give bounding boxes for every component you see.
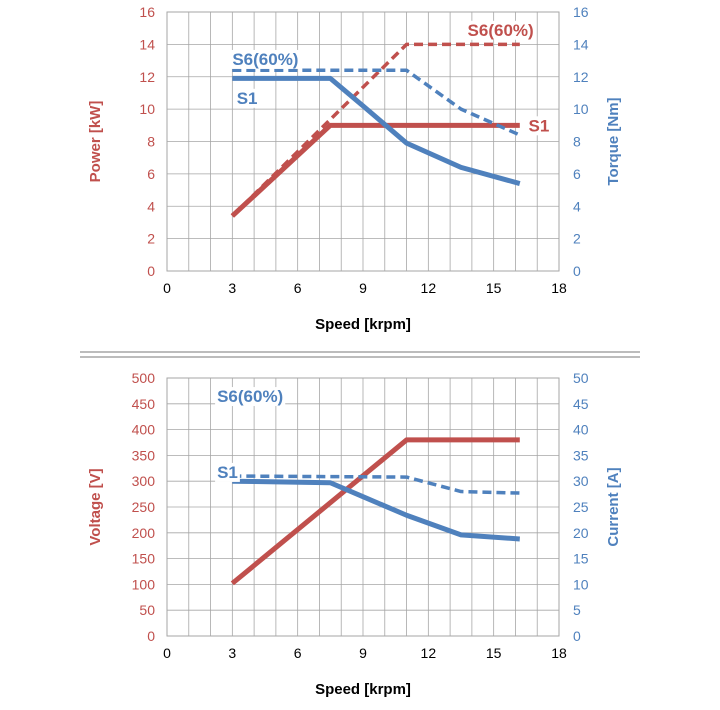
y-tick-label: 400 [132, 422, 156, 438]
y-axis-ticks: 0 50 100 150 200 250 300 350 400 450 500 [132, 370, 156, 644]
x-tick-label: 12 [421, 645, 437, 661]
series-label-background [215, 387, 286, 407]
grid-lines [167, 11, 559, 272]
y2-tick-label: 20 [573, 525, 589, 541]
x-tick-label: 3 [228, 645, 236, 661]
y-axis-title: Voltage [V] [87, 468, 104, 545]
x-tick-label: 0 [163, 280, 171, 296]
y2-tick-label: 25 [573, 499, 589, 515]
y-tick-label: 16 [139, 4, 155, 20]
series-labels: S6(60%) S1 [215, 387, 286, 482]
y-axis-ticks: 0 2 4 6 8 10 12 14 16 [139, 4, 155, 279]
x-tick-label: 0 [163, 645, 171, 661]
y-tick-label: 100 [132, 576, 156, 592]
series-label-background [230, 49, 301, 69]
y-tick-label: 50 [139, 602, 155, 618]
y2-tick-label: 35 [573, 447, 589, 463]
y2-tick-label: 15 [573, 551, 589, 567]
y-tick-label: 8 [147, 134, 155, 150]
x-axis-ticks: 0 3 6 9 12 15 18 [163, 280, 567, 296]
y2-axis-ticks: 0 5 10 15 20 25 30 35 40 45 50 [573, 370, 589, 644]
series-line-blue-solid [232, 75, 521, 186]
series-line-red-dashed [231, 42, 520, 218]
y-tick-label: 300 [132, 473, 156, 489]
series-label-background [526, 116, 552, 136]
x-tick-label: 15 [486, 645, 502, 661]
y-tick-label: 150 [132, 551, 156, 567]
series-labels: S6(60%) S1 S6(60%) S1 [230, 20, 552, 136]
y-tick-label: 350 [132, 447, 156, 463]
x-axis-ticks: 0 3 6 9 12 15 18 [163, 645, 567, 661]
x-tick-label: 3 [228, 280, 236, 296]
series-label: S6(60%) [232, 50, 298, 69]
x-tick-label: 15 [486, 280, 502, 296]
x-tick-label: 9 [359, 645, 367, 661]
y2-tick-label: 5 [573, 602, 581, 618]
y-tick-label: 6 [147, 166, 155, 182]
x-axis-title: Speed [krpm] [315, 681, 411, 698]
series-label-background [234, 88, 260, 108]
y-tick-label: 500 [132, 370, 156, 386]
y2-tick-label: 2 [573, 231, 581, 247]
series-label-background [215, 462, 240, 482]
series-label: S1 [217, 463, 238, 482]
y2-tick-label: 30 [573, 473, 589, 489]
series-group [230, 437, 520, 586]
series-label-background [465, 20, 536, 40]
series-label: S6(60%) [217, 387, 283, 406]
series-line-blue-dashed [232, 474, 520, 495]
series-label: S1 [529, 116, 550, 135]
y-tick-label: 4 [147, 198, 155, 214]
x-tick-label: 9 [359, 280, 367, 296]
x-tick-label: 6 [294, 280, 302, 296]
series-line-blue-solid [232, 478, 520, 542]
y2-tick-label: 10 [573, 576, 589, 592]
y-tick-label: 250 [132, 499, 156, 515]
x-axis-title: Speed [krpm] [315, 316, 411, 333]
y2-axis-title: Current [A] [605, 467, 622, 546]
y-tick-label: 450 [132, 396, 156, 412]
grid-lines [167, 377, 559, 637]
y-tick-label: 200 [132, 525, 156, 541]
y-tick-label: 0 [147, 263, 155, 279]
y-tick-label: 0 [147, 628, 155, 644]
series-line-red-solid [230, 437, 520, 586]
y2-tick-label: 0 [573, 628, 581, 644]
y-tick-label: 2 [147, 231, 155, 247]
x-tick-label: 18 [551, 645, 567, 661]
plot-frame [166, 377, 560, 637]
y2-tick-label: 14 [573, 36, 589, 52]
series-line-blue-dashed [232, 68, 521, 137]
y2-tick-label: 0 [573, 263, 581, 279]
chart-voltage-current: 0 3 6 9 12 15 18 05010015020025030035040045050… [87, 370, 622, 698]
y2-tick-label: 4 [573, 198, 581, 214]
x-tick-label: 18 [551, 280, 567, 296]
y2-tick-label: 50 [573, 370, 589, 386]
y2-tick-label: 16 [573, 4, 589, 20]
y2-axis-title: Torque [Nm] [605, 97, 622, 185]
series-group [230, 42, 521, 218]
series-label: S1 [237, 89, 258, 108]
x-tick-label: 6 [294, 645, 302, 661]
y-axis-title: Power [kW] [87, 101, 104, 183]
y2-tick-label: 8 [573, 134, 581, 150]
y-tick-label: 14 [139, 36, 155, 52]
y2-tick-label: 45 [573, 396, 589, 412]
y-tick-label: 12 [139, 69, 155, 85]
chart-power-torque: 0 3 6 9 12 15 18 0 2 4 6 8 10 12 14 16 0 2 4 6 8 10 12 14 16 S… [87, 4, 622, 333]
plot-frame [166, 11, 560, 272]
y2-axis-ticks: 0 2 4 6 8 10 12 14 16 [573, 4, 589, 279]
y2-tick-label: 10 [573, 101, 589, 117]
y-tick-label: 10 [139, 101, 155, 117]
y2-tick-label: 40 [573, 422, 589, 438]
x-tick-label: 12 [421, 280, 437, 296]
series-label: S6(60%) [468, 21, 534, 40]
y2-tick-label: 6 [573, 166, 581, 182]
y2-tick-label: 12 [573, 69, 589, 85]
